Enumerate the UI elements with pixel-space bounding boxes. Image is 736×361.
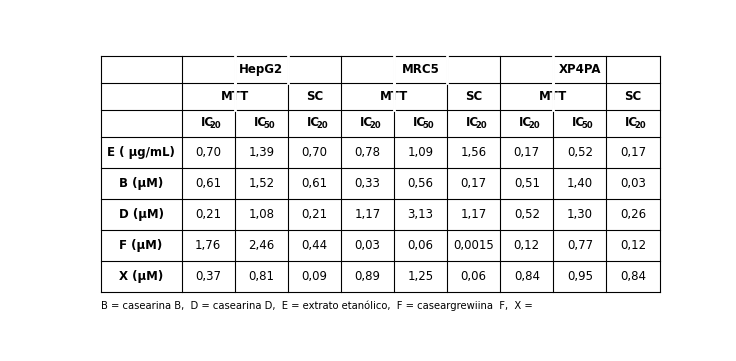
Text: 0,52: 0,52 (514, 208, 539, 221)
Text: 1,30: 1,30 (567, 208, 593, 221)
Text: 0,37: 0,37 (195, 270, 221, 283)
Text: IC: IC (360, 117, 373, 130)
Text: SC: SC (465, 90, 482, 103)
Text: MTT: MTT (380, 90, 408, 103)
Text: 50: 50 (263, 122, 275, 130)
Text: 0,03: 0,03 (355, 239, 381, 252)
Text: 0,06: 0,06 (408, 239, 434, 252)
Text: 0,81: 0,81 (248, 270, 275, 283)
Text: 0,33: 0,33 (355, 177, 381, 190)
Text: 1,56: 1,56 (461, 146, 486, 159)
Text: 1,17: 1,17 (354, 208, 381, 221)
Text: 0,70: 0,70 (195, 146, 221, 159)
Text: 1,17: 1,17 (461, 208, 486, 221)
Text: 0,12: 0,12 (514, 239, 539, 252)
Text: 20: 20 (210, 122, 222, 130)
Text: 1,39: 1,39 (248, 146, 275, 159)
Text: MRC5: MRC5 (402, 63, 439, 76)
Text: 1,09: 1,09 (408, 146, 434, 159)
Text: 0,17: 0,17 (514, 146, 539, 159)
Text: IC: IC (200, 117, 213, 130)
Text: 0,21: 0,21 (301, 208, 328, 221)
Text: 0,17: 0,17 (620, 146, 646, 159)
Text: XP4PA: XP4PA (559, 63, 601, 76)
Text: 1,40: 1,40 (567, 177, 593, 190)
Text: 3,13: 3,13 (408, 208, 434, 221)
Text: 50: 50 (581, 122, 593, 130)
Text: 0,12: 0,12 (620, 239, 646, 252)
Text: 1,08: 1,08 (248, 208, 275, 221)
Text: X (μM): X (μM) (119, 270, 163, 283)
Text: 20: 20 (475, 122, 487, 130)
Text: 0,21: 0,21 (195, 208, 222, 221)
Text: 20: 20 (634, 122, 646, 130)
Text: IC: IC (626, 117, 638, 130)
Text: 50: 50 (422, 122, 434, 130)
Text: D (μM): D (μM) (118, 208, 163, 221)
Text: 0,78: 0,78 (355, 146, 381, 159)
Text: SC: SC (305, 90, 323, 103)
Text: F (μM): F (μM) (119, 239, 163, 252)
Text: 0,26: 0,26 (620, 208, 646, 221)
Text: HepG2: HepG2 (239, 63, 283, 76)
Text: 0,61: 0,61 (195, 177, 222, 190)
Text: SC: SC (624, 90, 642, 103)
Text: 0,03: 0,03 (620, 177, 646, 190)
Text: MTT: MTT (221, 90, 249, 103)
Text: IC: IC (466, 117, 479, 130)
Text: B (μM): B (μM) (119, 177, 163, 190)
Text: IC: IC (413, 117, 426, 130)
Text: IC: IC (307, 117, 320, 130)
Text: 0,52: 0,52 (567, 146, 593, 159)
Text: 20: 20 (528, 122, 540, 130)
Text: IC: IC (254, 117, 266, 130)
Text: 0,77: 0,77 (567, 239, 593, 252)
Text: 0,61: 0,61 (301, 177, 328, 190)
Text: 2,46: 2,46 (248, 239, 275, 252)
Text: 20: 20 (369, 122, 381, 130)
Text: B = casearina B,  D = casearina D,  E = extrato etanólico,  F = caseargrewiina  : B = casearina B, D = casearina D, E = ex… (101, 301, 532, 311)
Text: 1,76: 1,76 (195, 239, 222, 252)
Text: 0,56: 0,56 (408, 177, 434, 190)
Text: 0,09: 0,09 (301, 270, 328, 283)
Text: 0,89: 0,89 (355, 270, 381, 283)
Text: E ( μg/mL): E ( μg/mL) (107, 146, 175, 159)
Text: MTT: MTT (539, 90, 567, 103)
Text: 0,84: 0,84 (514, 270, 539, 283)
Text: 0,0015: 0,0015 (453, 239, 494, 252)
Text: 0,70: 0,70 (301, 146, 328, 159)
Text: 0,95: 0,95 (567, 270, 593, 283)
Text: 1,25: 1,25 (408, 270, 434, 283)
Text: 0,84: 0,84 (620, 270, 646, 283)
Text: 0,51: 0,51 (514, 177, 539, 190)
Text: 0,44: 0,44 (301, 239, 328, 252)
Text: 1,52: 1,52 (248, 177, 275, 190)
Text: 20: 20 (316, 122, 328, 130)
Text: IC: IC (519, 117, 532, 130)
Text: 0,06: 0,06 (461, 270, 486, 283)
Text: 0,17: 0,17 (461, 177, 486, 190)
Text: IC: IC (572, 117, 585, 130)
